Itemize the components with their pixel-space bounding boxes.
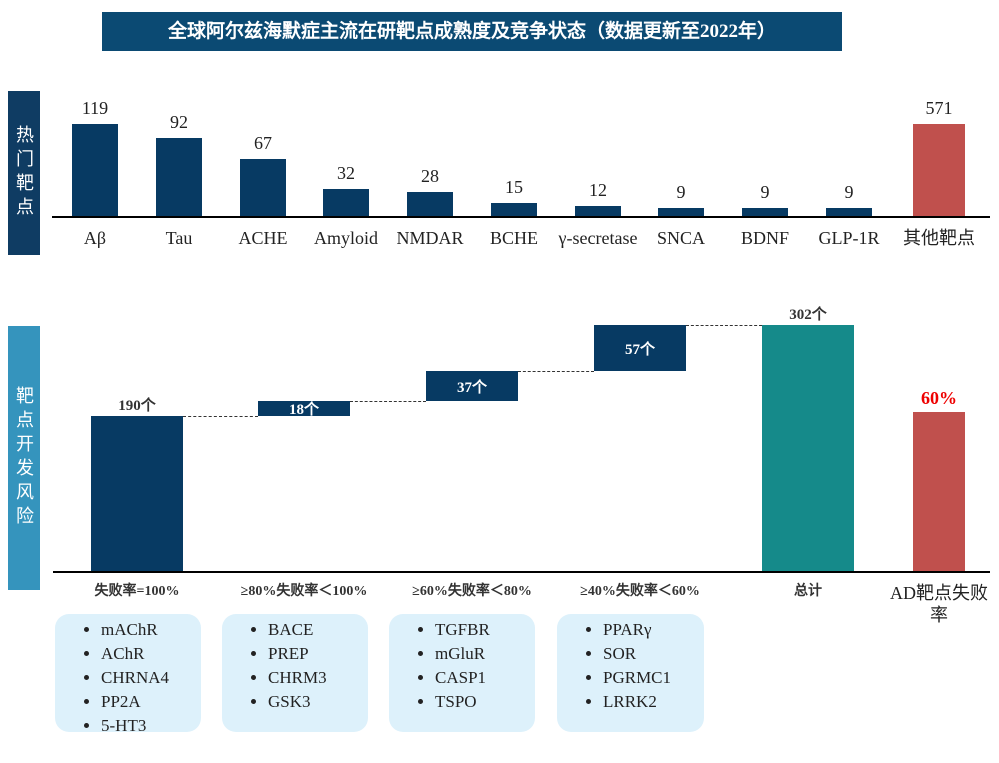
value-label: 119 xyxy=(81,98,109,118)
bar xyxy=(323,188,369,216)
waterfall-bar: 18个 xyxy=(258,401,350,419)
value-label: 571 xyxy=(925,98,953,118)
value-label: 67 xyxy=(254,133,272,154)
category-label: SNCA xyxy=(656,228,705,248)
target-item: PREP xyxy=(268,642,368,666)
value-label: 15 xyxy=(505,177,523,198)
bar xyxy=(407,192,453,216)
bar xyxy=(658,208,704,216)
connector-line xyxy=(686,324,762,326)
value-label: 12 xyxy=(589,179,607,200)
waterfall-bar: 37个 xyxy=(426,371,518,402)
connector-line xyxy=(350,401,426,403)
bar xyxy=(742,208,788,216)
bar xyxy=(575,205,621,216)
target-item: CASP1 xyxy=(435,666,535,690)
target-list-box: PPARγSORPGRMC1LRRK2 xyxy=(557,614,704,732)
top-chart-axis xyxy=(52,216,990,218)
target-item: CHRNA4 xyxy=(101,666,201,690)
target-item: PPARγ xyxy=(603,618,704,642)
category-label: ≥40%失败率＜60% xyxy=(580,584,700,599)
category-label: Aβ xyxy=(83,228,107,248)
target-item: GSK3 xyxy=(268,690,368,714)
target-list: TGFBRmGluRCASP1TSPO xyxy=(389,618,535,714)
connector-line xyxy=(183,416,258,418)
bar xyxy=(156,137,202,216)
target-item: PGRMC1 xyxy=(603,666,704,690)
bar xyxy=(826,208,872,216)
target-item: BACE xyxy=(268,618,368,642)
category-label: 其他靶点 xyxy=(903,228,975,248)
target-item: TGFBR xyxy=(435,618,535,642)
target-item: 5-HT3 xyxy=(101,714,201,738)
value-label: 28 xyxy=(421,166,439,187)
bar xyxy=(72,124,118,216)
category-label: BCHE xyxy=(489,228,538,248)
value-label: 190个 xyxy=(118,398,156,415)
target-list-box: BACEPREPCHRM3GSK3 xyxy=(222,614,368,732)
category-label: NMDAR xyxy=(396,228,464,248)
value-label: 302个 xyxy=(789,306,827,323)
target-item: AChR xyxy=(101,642,201,666)
target-list: mAChRAChRCHRNA4PP2A5-HT3 xyxy=(55,618,201,738)
category-label: 失败率=100% xyxy=(94,584,180,599)
failure-rate-label: 60% xyxy=(921,388,957,408)
value-label: 18个 xyxy=(288,402,319,419)
page-title: 全球阿尔兹海默症主流在研靶点成熟度及竞争状态（数据更新至2022年） xyxy=(102,12,842,51)
category-label: GLP-1R xyxy=(818,228,880,248)
value-label: 37个 xyxy=(456,379,487,396)
target-item: CHRM3 xyxy=(268,666,368,690)
target-item: TSPO xyxy=(435,690,535,714)
bottom-chart-axis xyxy=(53,571,990,573)
value-label: 57个 xyxy=(624,341,655,358)
waterfall-bar xyxy=(91,416,183,571)
value-label: 9 xyxy=(760,182,770,203)
failure-rate-bar xyxy=(913,412,965,571)
category-label: ACHE xyxy=(238,228,288,248)
value-label: 92 xyxy=(170,111,188,132)
target-item: mAChR xyxy=(101,618,201,642)
waterfall-bar xyxy=(762,324,854,571)
value-label: 32 xyxy=(337,162,355,183)
category-label: Tau xyxy=(165,228,193,248)
value-label: 9 xyxy=(844,182,854,203)
target-item: mGluR xyxy=(435,642,535,666)
target-list-box: mAChRAChRCHRNA4PP2A5-HT3 xyxy=(55,614,201,735)
bar xyxy=(913,124,965,216)
target-item: SOR xyxy=(603,642,704,666)
category-label: γ-secretase xyxy=(558,228,638,248)
target-list: BACEPREPCHRM3GSK3 xyxy=(222,618,368,714)
target-item: PP2A xyxy=(101,690,201,714)
waterfall-bar: 57个 xyxy=(594,324,686,372)
category-label: Amyloid xyxy=(313,228,378,248)
bar xyxy=(240,159,286,216)
target-list: PPARγSORPGRMC1LRRK2 xyxy=(557,618,704,714)
failure-rate-category: AD靶点失败率 xyxy=(890,583,988,625)
bar xyxy=(491,203,537,216)
side-label-dev-risk: 靶点开发风险 xyxy=(8,326,40,590)
target-list-box: TGFBRmGluRCASP1TSPO xyxy=(389,614,535,732)
connector-line xyxy=(518,371,594,373)
category-label: ≥80%失败率＜100% xyxy=(240,584,368,599)
category-label: 总计 xyxy=(794,584,822,599)
category-label: ≥60%失败率＜80% xyxy=(412,584,532,599)
target-item: LRRK2 xyxy=(603,690,704,714)
category-label: BDNF xyxy=(740,228,789,248)
side-label-hot-targets: 热门靶点 xyxy=(8,91,40,255)
value-label: 9 xyxy=(676,182,686,203)
